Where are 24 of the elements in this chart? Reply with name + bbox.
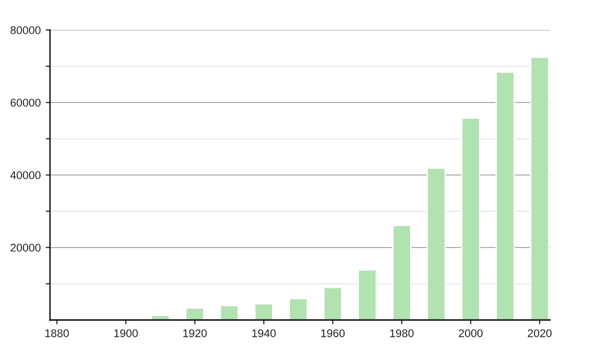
bar	[358, 269, 377, 320]
bar	[185, 307, 204, 320]
bar	[254, 302, 274, 320]
bar	[150, 314, 170, 320]
bar	[426, 167, 446, 320]
bar	[220, 304, 239, 320]
bar	[323, 286, 342, 320]
bar	[496, 71, 515, 320]
bar	[288, 298, 308, 320]
x-tick-label: 1980	[390, 329, 414, 338]
x-tick-label: 1920	[183, 329, 207, 338]
y-tick-label: 80000	[10, 26, 41, 34]
bar	[530, 56, 550, 320]
bar	[461, 117, 480, 320]
y-tick-label: 60000	[10, 98, 41, 107]
x-tick-label: 1960	[321, 329, 345, 338]
x-tick-label: 1880	[45, 329, 69, 338]
x-tick-label: 2020	[528, 329, 552, 338]
x-tick-label: 2000	[458, 329, 483, 338]
x-tick-label: 1940	[252, 329, 276, 338]
x-tick-label: 1900	[114, 329, 138, 338]
y-tick-label: 40000	[10, 171, 41, 180]
y-tick-label: 20000	[10, 244, 41, 252]
bar	[392, 224, 412, 320]
